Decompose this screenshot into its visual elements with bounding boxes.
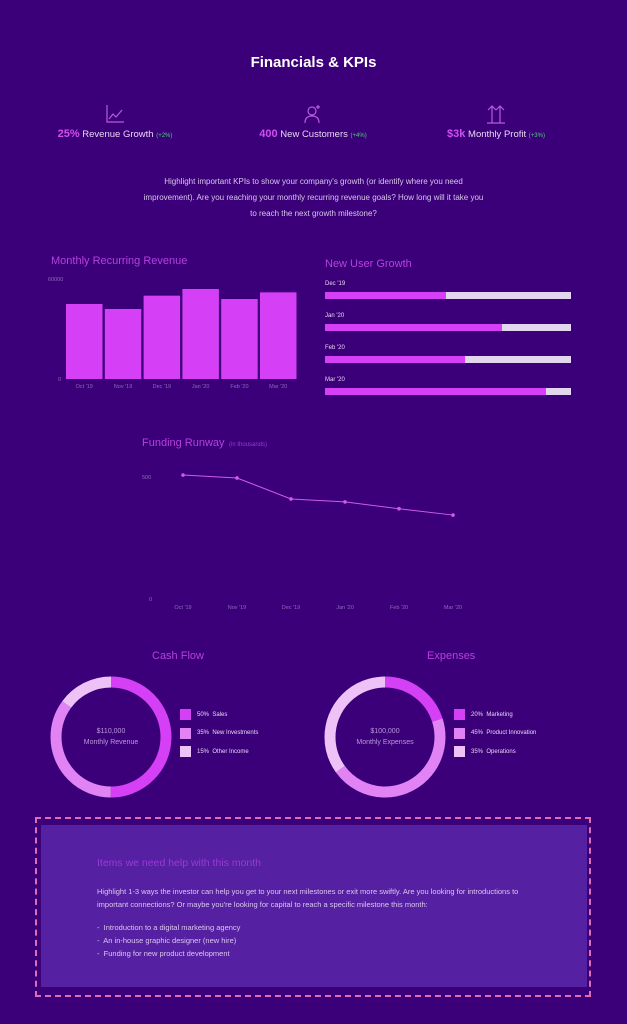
legend-swatch — [454, 709, 465, 720]
progress-label: Jan '20 — [325, 313, 345, 319]
legend-text: 50% Sales — [197, 711, 228, 718]
legend-text: 35% New Investments — [197, 730, 259, 736]
center-value: $110,000 — [96, 728, 126, 735]
bar — [260, 292, 297, 379]
data-point — [235, 476, 239, 480]
x-tick-label: Nov '19 — [114, 384, 132, 390]
series-line — [182, 474, 454, 516]
bar — [66, 304, 103, 379]
data-point — [343, 500, 347, 504]
center-label: Monthly Expenses — [356, 739, 414, 746]
x-tick-label: Jan '20 — [336, 605, 354, 611]
legend-text: 45% Product Innovation — [471, 730, 537, 736]
cashflow-title: Cash Flow — [152, 650, 204, 662]
progress-track — [325, 292, 571, 299]
donut-center: $100,000 Monthly Expenses — [324, 726, 446, 748]
legend-item: 35% Operations — [454, 746, 516, 757]
x-tick-label: Oct '19 — [174, 605, 191, 611]
x-tick-label: Feb '20 — [390, 605, 408, 611]
bar — [104, 309, 142, 379]
donut-chart — [324, 676, 446, 798]
donut-center: $110,000 Monthly Revenue — [50, 726, 172, 748]
help-item: - Introduction to a digital marketing ag… — [97, 923, 241, 932]
legend-swatch — [454, 746, 465, 757]
legend-swatch — [180, 709, 191, 720]
progress-fill — [325, 324, 503, 331]
center-value: $100,000 — [370, 728, 400, 735]
legend-swatch — [454, 727, 465, 739]
y-tick-label: 0 — [149, 597, 152, 603]
x-tick-label: Mar '20 — [444, 605, 462, 611]
help-item: - Funding for new product development — [97, 949, 230, 958]
kpi-new-customers: 400 New Customers (+4%) — [213, 104, 413, 140]
y-tick-label: 60000 — [48, 277, 63, 283]
bar — [143, 295, 181, 379]
user-growth-title: New User Growth — [325, 258, 412, 270]
help-box-border — [35, 817, 591, 997]
x-tick-label: Dec '19 — [282, 605, 300, 611]
donut-chart — [50, 676, 172, 798]
legend-text: 35% Operations — [471, 748, 516, 755]
kpi-revenue-growth: 25% Revenue Growth (+2%) — [15, 104, 215, 140]
add-user-icon — [304, 105, 320, 124]
help-text: Highlight 1-3 ways the investor can help… — [97, 887, 519, 909]
data-point — [181, 473, 185, 477]
help-item: - An in-house graphic designer (new hire… — [97, 936, 237, 945]
data-point — [397, 506, 401, 511]
legend-item: 20% Marketing — [454, 709, 513, 720]
legend-item: 45% Product Innovation — [454, 727, 537, 739]
legend-swatch — [180, 727, 191, 739]
expenses-title: Expenses — [427, 650, 476, 662]
mrr-title: Monthly Recurring Revenue — [51, 255, 188, 267]
progress-fill — [325, 388, 547, 395]
x-tick-label: Dec '19 — [153, 384, 171, 390]
runway-heading: Funding Runway (in thousands) — [142, 437, 268, 449]
help-box: Items we need help with this month Highl… — [41, 825, 587, 987]
donut-slice — [50, 676, 172, 798]
legend-item: 35% New Investments — [180, 727, 259, 739]
progress-track — [325, 356, 571, 363]
data-point — [451, 513, 455, 517]
legend-text: 15% Other Income — [197, 748, 249, 755]
intro-text: Highlight important KPIs to show your co… — [143, 177, 484, 218]
mrr-chart: 60000 0 Oct '19 Nov '19 Dec '19 Jan '20 Feb '2… — [48, 277, 297, 390]
x-tick-label: Oct '19 — [76, 384, 93, 390]
page-title: Financials & KPIs — [250, 54, 377, 71]
double-arrow-up-icon — [487, 105, 505, 124]
progress-label: Mar '20 — [325, 377, 345, 383]
data-point — [289, 497, 293, 501]
runway-chart: 500 0 Oct '19 Nov '19 Dec '19 Jan '20 Feb '20 M… — [142, 473, 462, 611]
center-label: Monthly Revenue — [83, 739, 139, 746]
donut-slice — [50, 676, 172, 798]
legend-item: 15% Other Income — [180, 746, 249, 757]
progress-label: Dec '19 — [325, 281, 346, 287]
progress-fill — [325, 292, 446, 299]
kpi-monthly-profit: $3k Monthly Profit (+3%) — [396, 104, 596, 140]
legend-item: 50% Sales — [180, 709, 227, 720]
donut-slice — [324, 676, 446, 798]
y-tick-label: 500 — [142, 475, 151, 481]
help-list: - Introduction to a digital marketing ag… — [97, 921, 240, 960]
x-tick-label: Mar '20 — [269, 384, 287, 390]
x-tick-label: Feb '20 — [230, 384, 248, 390]
progress-track — [325, 388, 571, 395]
legend-swatch — [180, 746, 191, 757]
progress-fill — [325, 356, 466, 363]
x-tick-label: Nov '19 — [228, 605, 246, 611]
donut-slice — [324, 676, 446, 798]
bar — [182, 289, 219, 379]
progress-label: Feb '20 — [325, 345, 345, 351]
help-title: Items we need help with this month — [97, 857, 262, 869]
line-chart-icon — [106, 105, 124, 123]
progress-track — [325, 324, 571, 331]
y-tick-label: 0 — [58, 377, 61, 383]
legend-text: 20% Marketing — [471, 711, 513, 718]
x-tick-label: Jan '20 — [192, 384, 210, 390]
bar — [221, 299, 258, 379]
